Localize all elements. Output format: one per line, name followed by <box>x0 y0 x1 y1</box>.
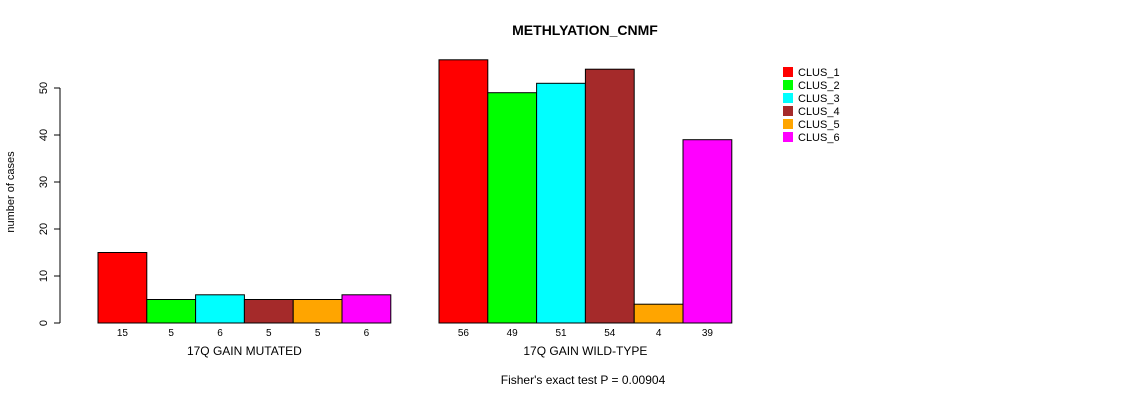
group-label: 17Q GAIN MUTATED <box>187 344 302 358</box>
legend-label: CLUS_3 <box>798 93 840 105</box>
bar-count-label: 49 <box>507 328 519 339</box>
legend-label: CLUS_1 <box>798 67 840 79</box>
y-tick-label: 40 <box>38 129 50 141</box>
bar-clus-1 <box>97 252 148 324</box>
y-tick-label: 30 <box>38 176 50 188</box>
bar-count-labels: 15 5 6 5 5 6 56 49 51 54 4 39 <box>117 328 714 339</box>
y-tick-label: 0 <box>38 320 50 326</box>
legend-swatch <box>783 119 793 129</box>
bar-clus-5 <box>633 303 684 324</box>
bar-count-label: 51 <box>555 328 567 339</box>
bar-clus-4 <box>243 299 294 324</box>
bars <box>97 59 733 324</box>
bar-clus-1 <box>438 59 489 324</box>
legend-label: CLUS_4 <box>798 106 840 118</box>
legend-swatch <box>783 80 793 90</box>
y-tick-label: 10 <box>38 270 50 282</box>
bar-clus-3 <box>536 82 586 324</box>
bar-count-label: 39 <box>702 328 714 339</box>
group-labels: 17Q GAIN MUTATED 17Q GAIN WILD-TYPE <box>187 344 647 358</box>
bar-count-label: 5 <box>315 328 321 339</box>
y-tick-label: 20 <box>38 223 50 235</box>
bar-count-label: 56 <box>458 328 470 339</box>
y-axis: 0 10 20 30 40 50 <box>38 82 61 326</box>
legend-swatch <box>783 67 793 77</box>
bar-clus-3 <box>195 294 245 324</box>
bar-clus-6 <box>682 139 733 324</box>
y-axis-label: number of cases <box>5 151 17 233</box>
legend-swatch <box>783 106 793 116</box>
bar-count-label: 15 <box>117 328 129 339</box>
bar-count-label: 6 <box>364 328 370 339</box>
bar-clus-2 <box>146 299 197 324</box>
fisher-test-annotation: Fisher's exact test P = 0.00904 <box>501 373 666 387</box>
legend-label: CLUS_6 <box>798 132 840 144</box>
group-label: 17Q GAIN WILD-TYPE <box>523 344 647 358</box>
chart-title: METHLYATION_CNMF <box>512 22 658 38</box>
bar-count-label: 54 <box>604 328 616 339</box>
bar-count-label: 5 <box>266 328 272 339</box>
bar-count-label: 4 <box>656 328 662 339</box>
bar-count-label: 6 <box>217 328 223 339</box>
legend-swatch <box>783 132 793 142</box>
legend-label: CLUS_2 <box>798 80 840 92</box>
bar-clus-4 <box>584 68 635 324</box>
y-tick-label: 50 <box>38 82 50 94</box>
bar-count-label: 5 <box>168 328 174 339</box>
bar-clus-6 <box>341 294 392 324</box>
bar-clus-5 <box>292 299 343 324</box>
legend-swatch <box>783 93 793 103</box>
legend-label: CLUS_5 <box>798 119 840 131</box>
bar-clus-2 <box>487 92 538 324</box>
